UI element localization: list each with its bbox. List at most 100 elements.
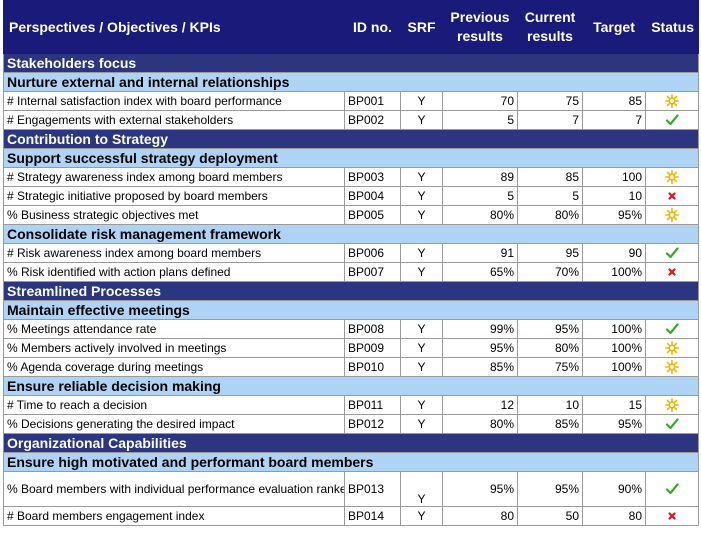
objective-title: Ensure reliable decision making — [3, 376, 699, 396]
sun-warning-icon — [665, 360, 679, 375]
kpi-current: 85% — [517, 414, 583, 434]
kpi-previous: 85% — [442, 357, 518, 377]
kpi-status — [645, 262, 699, 282]
objective-title: Maintain effective meetings — [3, 300, 699, 320]
kpi-current: 75% — [517, 357, 583, 377]
kpi-current: 70% — [517, 262, 583, 282]
sun-warning-icon — [665, 170, 679, 185]
kpi-name: % Board members with individual performa… — [3, 471, 345, 507]
kpi-name: # Time to reach a decision — [3, 395, 345, 415]
perspective-title: Contribution to Strategy — [3, 129, 699, 149]
header-status: Status — [645, 0, 699, 54]
perspective-row: Contribution to Strategy — [3, 129, 699, 149]
kpi-current: 85 — [517, 167, 583, 187]
kpi-srf: Y — [400, 357, 443, 377]
cross-icon — [665, 509, 679, 523]
scorecard-body: Stakeholders focus Nurture external and i… — [3, 53, 699, 526]
kpi-current: 80% — [517, 338, 583, 358]
kpi-target: 100 — [582, 167, 646, 187]
kpi-current: 5 — [517, 186, 583, 206]
kpi-id: BP013 — [344, 471, 401, 507]
kpi-previous: 5 — [442, 186, 518, 206]
kpi-srf: Y — [400, 262, 443, 282]
perspective-row: Stakeholders focus — [3, 53, 699, 73]
perspective-row: Streamlined Processes — [3, 281, 699, 301]
kpi-id: BP010 — [344, 357, 401, 377]
kpi-status — [645, 395, 699, 415]
kpi-target: 80 — [582, 506, 646, 526]
kpi-id: BP011 — [344, 395, 401, 415]
kpi-status — [645, 91, 699, 111]
kpi-row: # Strategic initiative proposed by board… — [3, 186, 699, 206]
sun-warning-icon — [665, 94, 679, 109]
kpi-row: # Risk awareness index among board membe… — [3, 243, 699, 263]
kpi-status — [645, 205, 699, 225]
kpi-scorecard-table: Perspectives / Objectives / KPIs ID no. … — [3, 0, 699, 526]
kpi-name: # Internal satisfaction index with board… — [3, 91, 345, 111]
kpi-status — [645, 338, 699, 358]
kpi-previous: 91 — [442, 243, 518, 263]
kpi-id: BP002 — [344, 110, 401, 130]
kpi-name: # Risk awareness index among board membe… — [3, 243, 345, 263]
kpi-current: 10 — [517, 395, 583, 415]
kpi-previous: 65% — [442, 262, 518, 282]
header-perspectives: Perspectives / Objectives / KPIs — [3, 0, 345, 54]
kpi-srf: Y — [400, 338, 443, 358]
kpi-srf: Y — [400, 205, 443, 225]
kpi-row: % Risk identified with action plans defi… — [3, 262, 699, 282]
cross-icon — [665, 189, 679, 203]
objective-title: Support successful strategy deployment — [3, 148, 699, 168]
kpi-name: # Strategy awareness index among board m… — [3, 167, 345, 187]
kpi-target: 95% — [582, 205, 646, 225]
kpi-name: # Board members engagement index — [3, 506, 345, 526]
kpi-status — [645, 414, 699, 434]
kpi-row: # Time to reach a decision BP011 Y 12 10 15 — [3, 395, 699, 415]
kpi-row: % Agenda coverage during meetings BP010 Y 8… — [3, 357, 699, 377]
check-icon — [665, 246, 679, 260]
kpi-previous: 5 — [442, 110, 518, 130]
header-id-no: ID no. — [344, 0, 401, 54]
kpi-current: 80% — [517, 205, 583, 225]
header-row: Perspectives / Objectives / KPIs ID no. … — [3, 0, 699, 54]
kpi-previous: 80% — [442, 205, 518, 225]
kpi-id: BP004 — [344, 186, 401, 206]
kpi-current: 75 — [517, 91, 583, 111]
kpi-previous: 95% — [442, 471, 518, 507]
kpi-target: 100% — [582, 319, 646, 339]
kpi-id: BP008 — [344, 319, 401, 339]
kpi-target: 7 — [582, 110, 646, 130]
kpi-name: % Decisions generating the desired impac… — [3, 414, 345, 434]
kpi-id: BP003 — [344, 167, 401, 187]
kpi-name: % Meetings attendance rate — [3, 319, 345, 339]
kpi-previous: 95% — [442, 338, 518, 358]
header-target: Target — [582, 0, 646, 54]
kpi-status — [645, 357, 699, 377]
kpi-name: % Members actively involved in meetings — [3, 338, 345, 358]
cross-icon — [665, 265, 679, 279]
kpi-target: 100% — [582, 338, 646, 358]
header-srf: SRF — [400, 0, 443, 54]
kpi-row: % Board members with individual performa… — [3, 471, 699, 507]
header-previous-results: Previous results — [442, 0, 518, 54]
sun-warning-icon — [665, 208, 679, 223]
kpi-srf: Y — [400, 91, 443, 111]
kpi-previous: 99% — [442, 319, 518, 339]
kpi-target: 100% — [582, 357, 646, 377]
kpi-status — [645, 110, 699, 130]
kpi-srf: Y — [400, 506, 443, 526]
kpi-srf: Y — [400, 186, 443, 206]
kpi-row: % Members actively involved in meetings B… — [3, 338, 699, 358]
kpi-target: 85 — [582, 91, 646, 111]
kpi-status — [645, 471, 699, 507]
objective-row: Ensure high motivated and performant boa… — [3, 452, 699, 472]
sun-warning-icon — [665, 341, 679, 356]
perspective-title: Stakeholders focus — [3, 53, 699, 73]
objective-row: Maintain effective meetings — [3, 300, 699, 320]
kpi-row: % Decisions generating the desired impac… — [3, 414, 699, 434]
check-icon — [665, 417, 679, 431]
kpi-previous: 12 — [442, 395, 518, 415]
kpi-row: % Business strategic objectives met BP005… — [3, 205, 699, 225]
check-icon — [665, 113, 679, 127]
kpi-current: 95% — [517, 471, 583, 507]
kpi-name: % Business strategic objectives met — [3, 205, 345, 225]
